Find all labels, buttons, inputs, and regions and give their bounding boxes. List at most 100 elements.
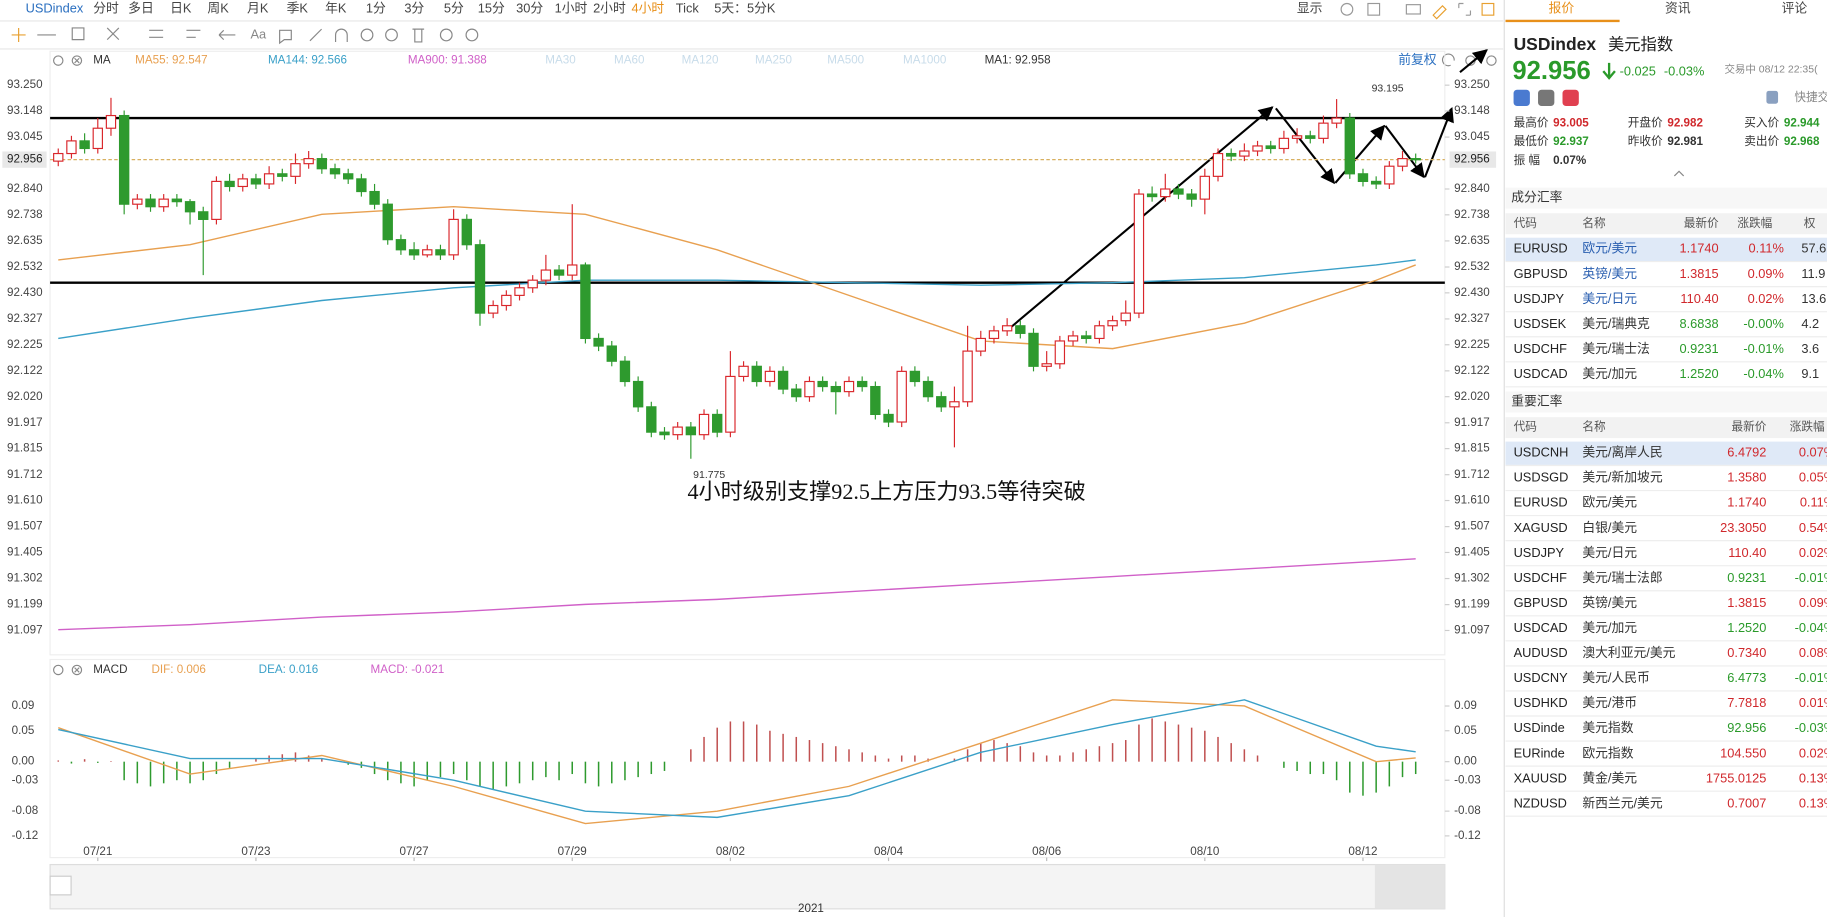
y-tick-label: 0.00 (1454, 755, 1477, 768)
ma-line (58, 206, 1416, 350)
code-cell: USDSGD (1514, 470, 1569, 485)
last-price: 23.3050 (1720, 520, 1766, 535)
last-price: 110.40 (1728, 545, 1766, 560)
y-tick-label: 92.020 (1454, 390, 1490, 403)
y-tick-label: 93.148 (7, 104, 43, 117)
candle-body (118, 114, 130, 205)
symbol-name: 黄金/美元 (1582, 770, 1637, 785)
panel-tab[interactable]: 资讯 (1665, 1, 1691, 16)
timeframe-button[interactable]: 30分 (516, 1, 543, 16)
quote-symbol: USDindex (1514, 34, 1597, 54)
inactive-indicator: MA120 (682, 54, 719, 67)
timeframe-button[interactable]: 3分 (404, 1, 424, 16)
indicator-icons[interactable] (53, 53, 1497, 676)
timeframe-button[interactable]: 1分 (366, 1, 386, 16)
adjust-button[interactable]: 前复权 (1398, 52, 1437, 67)
symbol-code: USDCHF (1514, 341, 1568, 356)
candle-body (474, 244, 486, 314)
symbol-name: 美元/加元 (1582, 620, 1637, 635)
display-button[interactable]: 显示 (1297, 1, 1323, 16)
timeframe-button[interactable]: 1小时 (555, 1, 588, 16)
scrollbar[interactable] (49, 863, 1446, 910)
candle-body (975, 337, 986, 352)
stat-label: 买入价 (1744, 117, 1779, 130)
drawing-tools[interactable] (11, 27, 479, 45)
timeframe-button[interactable]: 多日 (128, 1, 154, 16)
timeframe-button[interactable]: 5天：5分K (714, 1, 776, 16)
timeframe-button[interactable]: 月K (247, 1, 269, 16)
y-tick-label: 91.815 (7, 442, 43, 455)
symbol-code: GBPUSD (1514, 266, 1568, 281)
stat-label: 最低价 (1514, 135, 1549, 148)
y-tick-label: 91.507 (1454, 520, 1490, 533)
timeframe-button[interactable]: Tick (676, 1, 700, 16)
timeframe-button[interactable]: 周K (207, 1, 229, 16)
table-header: 最新价 (1731, 420, 1766, 434)
y-tick-label: 92.122 (7, 364, 43, 377)
candle-body (132, 198, 143, 205)
panel-tab[interactable]: 评论 (1782, 1, 1808, 16)
symbol-code: USDinde (1514, 720, 1565, 735)
annotation: 4小时级别支撑92.5上方压力93.5等待突破 (687, 479, 1085, 504)
last-price-box (1449, 151, 1497, 168)
collapse-arrow (1673, 170, 1685, 177)
candle-body (1160, 188, 1171, 198)
symbol-code: USDCNY (1514, 670, 1569, 685)
legend-entry: DEA: 0.016 (259, 663, 319, 676)
candle-body (1081, 335, 1092, 340)
last-price: 1.3815 (1727, 595, 1766, 610)
timeframe-button[interactable]: 季K (287, 1, 309, 16)
indicator-name: MA (93, 54, 111, 67)
x-tick-label: 07/21 (83, 845, 112, 858)
candle-body (343, 173, 354, 180)
candle-body (1067, 335, 1079, 342)
quote-name: 美元指数 (1608, 36, 1673, 54)
last-price: 92.956 (1727, 720, 1766, 735)
symbol-code: USDCAD (1514, 366, 1568, 381)
candle-body (1370, 180, 1382, 185)
change-pct: 0.02% (1799, 745, 1827, 760)
weight: 9.1 (1801, 366, 1819, 381)
y-tick-label: 92.840 (7, 182, 43, 195)
y-tick-label: 93.045 (1454, 130, 1490, 143)
table-header: 权 (1804, 217, 1816, 230)
change-pct: 0.09% (1748, 266, 1784, 281)
timeframe-button[interactable]: 分时 (93, 1, 119, 16)
candle-body (1278, 137, 1290, 150)
timeframe-button[interactable]: 5分 (444, 1, 464, 16)
stat-label: 开盘价 (1628, 116, 1663, 130)
x-tick-label: 07/27 (400, 845, 429, 858)
panel-tab[interactable]: 报价 (1549, 1, 1575, 16)
last-price-box (2, 151, 47, 168)
row-highlight (1505, 237, 1827, 262)
code-cell: XAGUSD (1514, 520, 1568, 535)
code-cell: USDCHF (1514, 570, 1568, 585)
stat-value: 92.982 (1667, 117, 1703, 130)
timeframe-button[interactable]: 4小时 (632, 1, 665, 16)
change-pct: -0.01% (1795, 570, 1827, 585)
scroll-thumb[interactable] (1374, 864, 1445, 909)
candle-body (1397, 158, 1408, 167)
y-tick-label: 92.532 (1454, 260, 1490, 273)
candle-body (817, 380, 828, 388)
scroll-handle[interactable] (49, 875, 72, 896)
change-pct: -0.04% (1795, 620, 1827, 635)
timeframe-button[interactable]: USDindex (26, 1, 84, 16)
timeframe-button[interactable]: 15分 (478, 1, 505, 16)
y-tick-label: 0.05 (12, 724, 35, 737)
timeframe-button[interactable]: 日K (170, 1, 192, 16)
candle-body (211, 180, 222, 220)
timeframe-button[interactable]: 年K (325, 1, 347, 16)
text-tool[interactable]: Aa (251, 26, 268, 41)
top-icons[interactable] (1340, 2, 1495, 20)
y-tick-label: 0.09 (1454, 699, 1477, 712)
inactive-indicator: MA500 (827, 54, 864, 67)
y-tick-label: 91.610 (7, 494, 43, 507)
stat-label: 振 幅 (1514, 153, 1541, 167)
candle-body (527, 279, 538, 289)
candle-body (738, 365, 749, 378)
last-price: 1.2520 (1679, 366, 1718, 381)
code-cell: USDJPY (1514, 291, 1565, 306)
timeframe-button[interactable]: 2小时 (593, 1, 626, 16)
code-cell: USDCAD (1514, 620, 1568, 635)
